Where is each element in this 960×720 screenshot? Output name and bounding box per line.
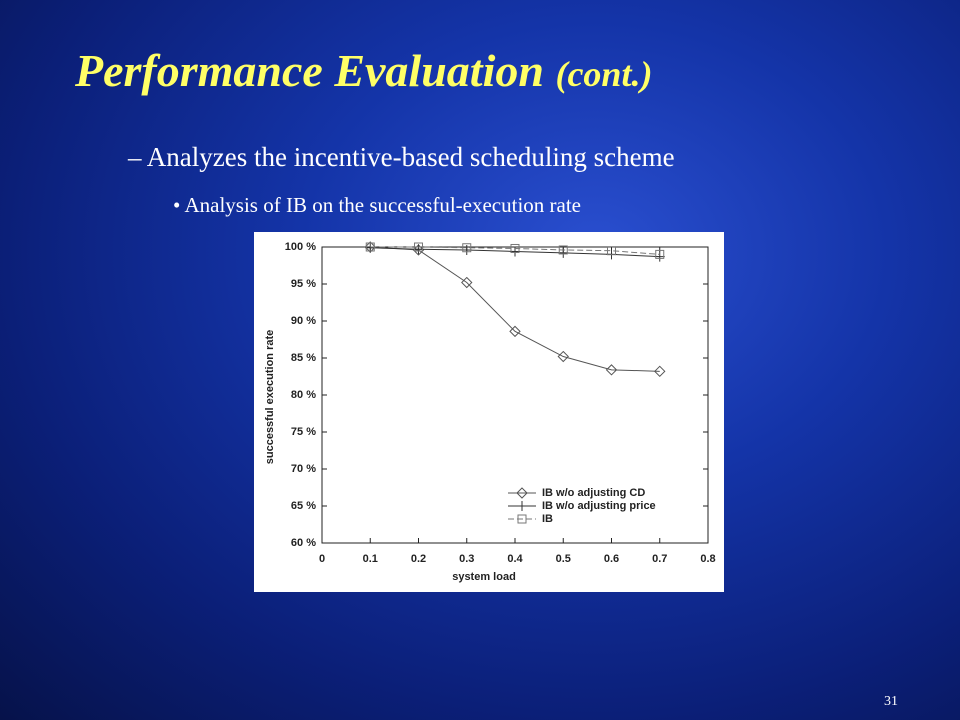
marker bbox=[510, 243, 520, 253]
marker bbox=[413, 244, 424, 255]
title-text: Performance Evaluation bbox=[75, 45, 544, 96]
bullet-text: Analyzes the incentive-based scheduling … bbox=[146, 142, 675, 172]
x-tick-label: 0.4 bbox=[507, 553, 523, 565]
slide-title: Performance Evaluation (cont.) bbox=[75, 44, 652, 97]
marker bbox=[461, 276, 473, 289]
title-suffix: (cont.) bbox=[555, 54, 653, 94]
marker bbox=[461, 244, 472, 255]
marker bbox=[414, 242, 423, 252]
marker bbox=[462, 243, 472, 253]
marker bbox=[365, 242, 375, 252]
marker bbox=[557, 350, 569, 363]
y-tick-label: 70 % bbox=[291, 463, 316, 475]
x-tick-label: 0.1 bbox=[363, 553, 378, 565]
y-tick-label: 100 % bbox=[285, 241, 316, 253]
x-tick-label: 0.6 bbox=[604, 553, 619, 565]
x-tick-label: 0.5 bbox=[556, 553, 571, 565]
y-tick-label: 90 % bbox=[291, 315, 316, 327]
legend-label: IB bbox=[542, 513, 553, 525]
marker bbox=[654, 251, 665, 262]
sub-bullet-text: Analysis of IB on the successful-executi… bbox=[184, 193, 582, 217]
y-tick-label: 65 % bbox=[291, 500, 316, 512]
marker bbox=[605, 364, 618, 376]
y-tick-label: 60 % bbox=[291, 537, 316, 549]
bullet: – Analyzes the incentive-based schedulin… bbox=[128, 142, 675, 172]
legend-label: IB w/o adjusting price bbox=[542, 500, 656, 512]
y-axis-label: successful execution rate bbox=[264, 330, 276, 465]
x-tick-label: 0.3 bbox=[459, 553, 474, 565]
x-tick-label: 0.7 bbox=[652, 553, 667, 565]
chart: system load successful execution rate 60… bbox=[254, 232, 724, 592]
marker bbox=[607, 246, 616, 256]
marker bbox=[412, 244, 425, 256]
chart-background bbox=[254, 232, 724, 592]
marker bbox=[509, 325, 521, 338]
marker bbox=[517, 514, 527, 524]
y-tick-label: 75 % bbox=[291, 426, 316, 438]
y-tick-label: 85 % bbox=[291, 352, 316, 364]
x-tick-label: 0 bbox=[319, 553, 325, 565]
page-number: 31 bbox=[884, 694, 898, 709]
marker bbox=[517, 501, 527, 511]
x-tick-label: 0.8 bbox=[700, 553, 715, 565]
sub-bullet: • Analysis of IB on the successful-execu… bbox=[173, 193, 582, 217]
marker bbox=[654, 365, 666, 378]
y-tick-label: 95 % bbox=[291, 278, 316, 290]
x-axis-label: system load bbox=[452, 571, 516, 583]
marker bbox=[516, 487, 528, 499]
marker bbox=[558, 245, 568, 255]
series-line bbox=[370, 246, 660, 255]
marker bbox=[655, 249, 665, 259]
legend-label: IB w/o adjusting CD bbox=[542, 487, 645, 499]
y-tick-label: 80 % bbox=[291, 389, 316, 401]
x-tick-label: 0.2 bbox=[411, 553, 426, 565]
